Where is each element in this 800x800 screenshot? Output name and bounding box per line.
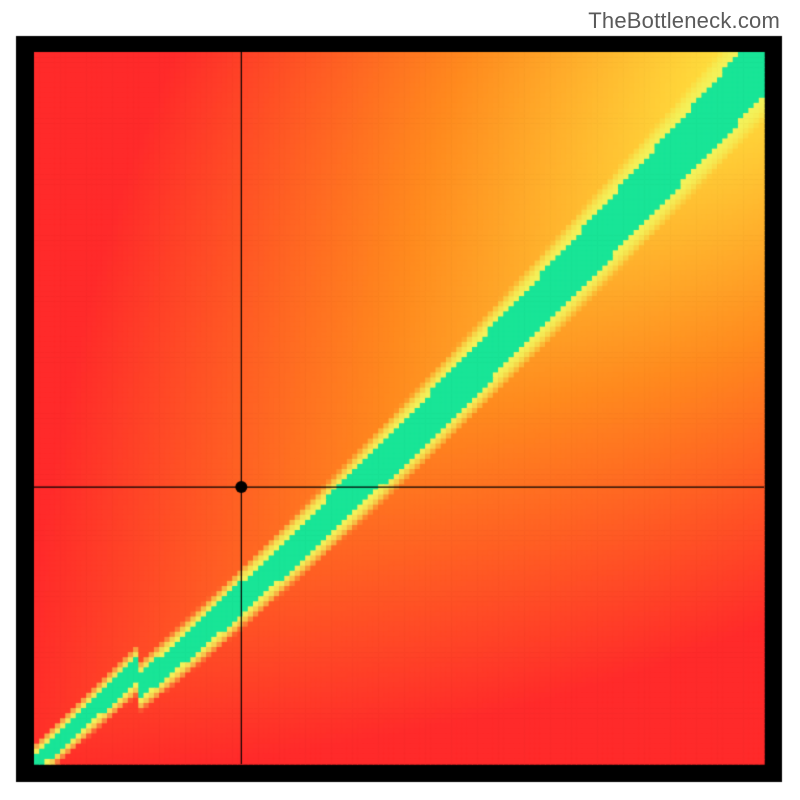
bottleneck-heatmap xyxy=(0,0,800,800)
watermark-text: TheBottleneck.com xyxy=(588,8,780,34)
